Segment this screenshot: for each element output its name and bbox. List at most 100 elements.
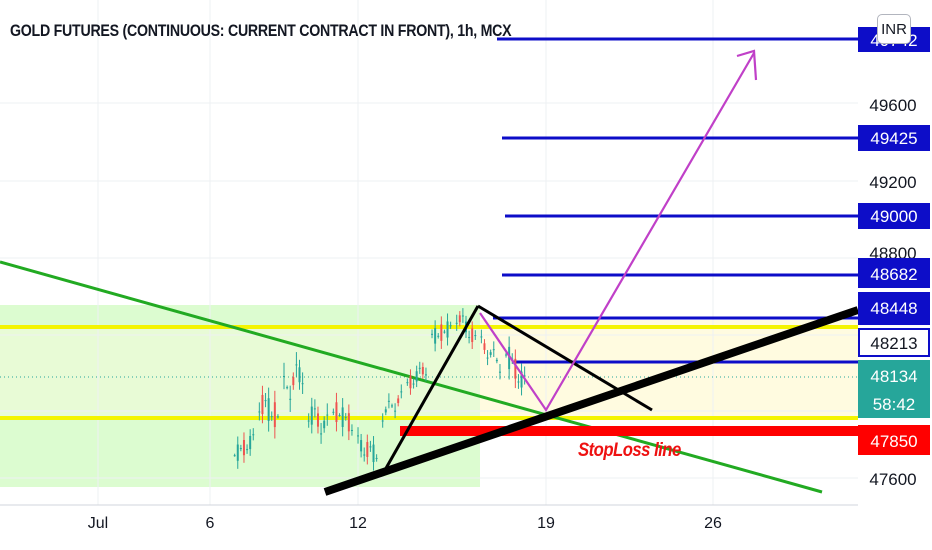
candle-body: [264, 400, 267, 402]
price-tag-49425: 49425: [870, 129, 917, 148]
candle-body: [415, 371, 418, 382]
time-tick-26: 26: [704, 515, 722, 532]
candle-body: [338, 415, 341, 417]
candle-body: [390, 405, 393, 407]
chart-title: GOLD FUTURES (CONTINUOUS: CURRENT CONTRA…: [10, 22, 512, 40]
candle-body: [421, 367, 424, 375]
candle-body: [283, 375, 286, 377]
candle-body: [424, 374, 427, 376]
candle-body: [440, 324, 443, 341]
price-tag-47850: 47850: [870, 432, 917, 451]
candle-body: [387, 400, 390, 402]
candle-body: [323, 420, 326, 429]
candle-body: [455, 322, 458, 324]
candle-body: [366, 442, 369, 457]
candle-body: [375, 457, 378, 459]
candle-body: [394, 410, 397, 412]
candle-body: [523, 375, 526, 377]
candle-body: [313, 408, 316, 410]
stoploss-label: StopLoss line: [578, 440, 681, 461]
uptrend-support-line: [323, 306, 860, 496]
candle-body: [286, 387, 289, 389]
candle-body: [295, 364, 298, 366]
candle-body: [492, 349, 495, 351]
candle-body: [310, 406, 313, 425]
price-tags: 49742 49425 49000 48682 48448 48213 4813…: [858, 27, 930, 455]
candle-body: [381, 420, 384, 422]
candle-body: [236, 444, 239, 461]
axis-tick-49600: 49600: [869, 96, 916, 115]
candle-body: [471, 328, 474, 343]
candle-body: [332, 411, 335, 413]
candle-body: [400, 391, 403, 393]
rising-leg-line: [383, 305, 480, 471]
candle-body: [431, 333, 434, 335]
candle-body: [498, 371, 501, 373]
price-tag-48448: 48448: [870, 299, 917, 318]
projection-arrow[interactable]: [479, 49, 758, 413]
candle-body: [363, 454, 366, 456]
time-tick-jul: Jul: [88, 515, 108, 532]
falling-resistance-line: [477, 304, 653, 412]
candle-body: [461, 315, 464, 317]
candle-body: [344, 416, 347, 418]
candle-body: [409, 375, 412, 389]
countdown-label: 58:42: [873, 395, 916, 414]
candle-body: [326, 414, 329, 416]
candle-body: [486, 357, 489, 359]
candle-body: [341, 407, 344, 427]
candle-body: [449, 325, 452, 327]
time-tick-19: 19: [537, 515, 555, 532]
candle-body: [505, 354, 508, 356]
candle-body: [384, 409, 387, 413]
price-tag-48213: 48213: [870, 334, 917, 353]
candle-body: [316, 413, 319, 427]
candle-body: [270, 416, 273, 418]
candle-body: [239, 448, 242, 450]
candle-body: [267, 398, 270, 421]
candle-body: [520, 371, 523, 388]
candle-body: [273, 402, 276, 428]
blue-target-levels[interactable]: [493, 37, 858, 364]
candle-body: [458, 315, 461, 323]
price-tag-49000: 49000: [870, 207, 917, 226]
candle-body: [258, 411, 261, 413]
axis-tick-49200: 49200: [869, 173, 916, 192]
candle-body: [412, 383, 415, 385]
candle-body: [249, 435, 252, 450]
candle-body: [276, 416, 279, 418]
axis-tick-47600: 47600: [869, 470, 916, 489]
candle-body: [301, 383, 304, 385]
candle-body: [292, 377, 295, 386]
candle-body: [480, 336, 483, 338]
candle-body: [474, 335, 477, 337]
time-tick-12: 12: [349, 515, 367, 532]
candle-body: [406, 382, 409, 384]
candle-body: [418, 367, 421, 369]
candles: [233, 308, 526, 471]
pattern-lines[interactable]: [323, 304, 860, 496]
candle-body: [261, 394, 264, 415]
candle-body: [489, 352, 492, 355]
candle-body: [443, 331, 446, 333]
candle-body: [335, 402, 338, 423]
candle-body: [446, 321, 449, 338]
candle-body: [347, 413, 350, 432]
candle-body: [369, 446, 372, 448]
consolidation-zone: [480, 320, 858, 420]
candle-body: [350, 429, 353, 431]
candle-body: [233, 455, 236, 457]
time-tick-6: 6: [206, 515, 215, 532]
currency-badge[interactable]: INR: [877, 14, 911, 44]
candle-body: [252, 434, 255, 436]
candle-body: [495, 359, 498, 362]
time-axis: Jul 6 12 19 26: [88, 515, 722, 532]
candle-body: [397, 398, 400, 404]
candle-body: [508, 346, 511, 370]
candle-body: [514, 358, 517, 379]
price-tag-48682: 48682: [870, 265, 917, 284]
candle-body: [320, 433, 323, 435]
candle-body: [307, 420, 310, 422]
